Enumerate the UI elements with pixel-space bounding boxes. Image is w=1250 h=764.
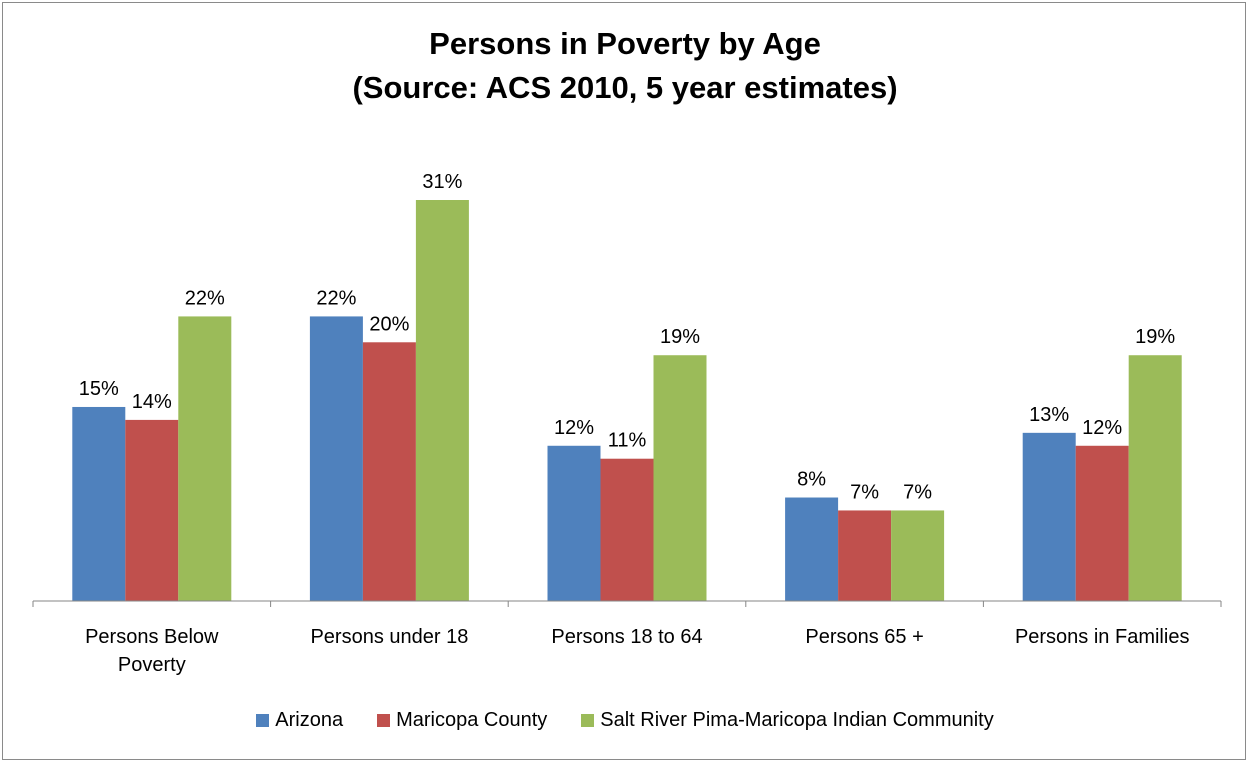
legend-label-maricopa-county: Maricopa County — [396, 709, 548, 731]
x-tick-label: Persons 18 to 64 — [551, 626, 702, 648]
bar — [1128, 355, 1182, 601]
data-label: 8% — [797, 469, 826, 491]
data-label: 31% — [422, 171, 462, 193]
bar — [72, 406, 126, 601]
bar — [309, 316, 363, 601]
data-label: 12% — [554, 417, 594, 439]
bar — [600, 458, 654, 601]
legend-label-salt-river: Salt River Pima-Maricopa Indian Communit… — [600, 709, 994, 731]
bar — [1022, 432, 1076, 601]
bar — [415, 200, 469, 601]
data-label: 14% — [132, 391, 172, 413]
x-tick-label: Persons Below — [85, 626, 219, 648]
x-tick-label: Persons under 18 — [310, 626, 468, 648]
chart-title-line: Persons in Poverty by Age — [429, 26, 821, 61]
bar — [125, 419, 179, 601]
bar — [838, 510, 892, 601]
data-label: 22% — [316, 287, 356, 309]
chart-subtitle-line: (Source: ACS 2010, 5 year estimates) — [352, 70, 898, 105]
data-label: 7% — [903, 481, 932, 503]
x-tick-label: Poverty — [118, 654, 186, 676]
data-label: 11% — [608, 430, 647, 452]
chart-legend: Arizona Maricopa County Salt River Pima-… — [0, 709, 1250, 732]
bar — [785, 497, 839, 601]
bar — [891, 510, 945, 601]
bar — [1075, 445, 1129, 601]
data-label: 20% — [369, 313, 409, 335]
data-label: 19% — [660, 326, 700, 348]
data-label: 22% — [185, 287, 225, 309]
legend-item-maricopa-county: Maricopa County — [377, 709, 547, 732]
legend-item-salt-river: Salt River Pima-Maricopa Indian Communit… — [581, 709, 994, 732]
bar — [547, 445, 601, 601]
legend-swatch-maricopa-county — [377, 714, 391, 727]
legend-label-arizona: Arizona — [275, 709, 344, 731]
data-label: 13% — [1029, 404, 1069, 426]
data-label: 7% — [850, 481, 879, 503]
data-label: 15% — [79, 378, 119, 400]
data-label: 12% — [1082, 417, 1122, 439]
bar — [362, 342, 416, 601]
x-tick-label: Persons in Families — [1015, 626, 1190, 648]
bar — [178, 316, 232, 601]
bar — [653, 355, 707, 601]
data-label: 19% — [1135, 326, 1175, 348]
legend-swatch-arizona — [256, 714, 270, 727]
x-tick-label: Persons 65 + — [805, 626, 923, 648]
legend-swatch-salt-river — [581, 714, 595, 727]
chart-title: Persons in Poverty by Age (Source: ACS 2… — [0, 22, 1250, 110]
legend-item-arizona: Arizona — [256, 709, 343, 732]
